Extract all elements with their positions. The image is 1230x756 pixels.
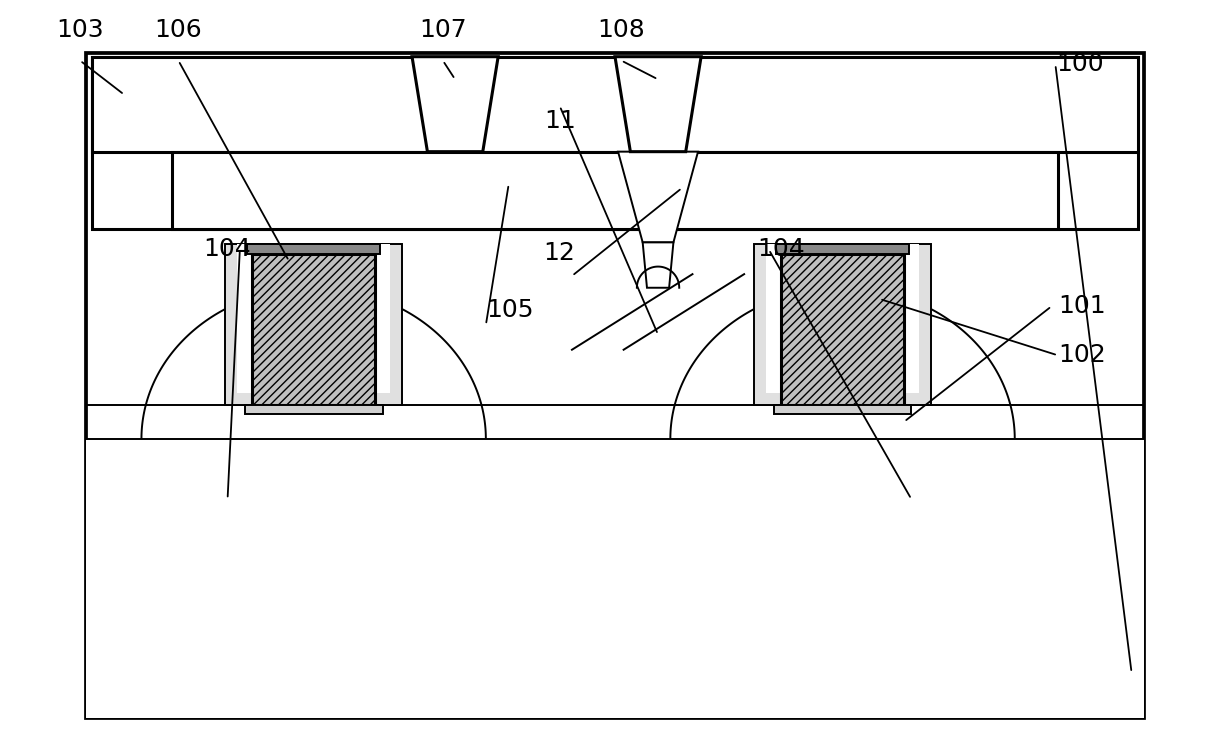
Bar	[92, 57, 1138, 152]
Polygon shape	[670, 287, 1015, 438]
Text: 107: 107	[419, 18, 466, 42]
Text: 104: 104	[204, 237, 251, 262]
Bar	[245, 404, 383, 414]
Text: 105: 105	[487, 298, 534, 322]
Bar	[252, 253, 375, 404]
Bar	[247, 244, 380, 253]
Polygon shape	[619, 152, 699, 243]
Text: 12: 12	[544, 241, 576, 265]
Text: 106: 106	[155, 18, 202, 42]
Text: 100: 100	[1057, 52, 1103, 76]
Bar	[237, 244, 390, 393]
Bar	[781, 253, 904, 404]
Bar	[86, 438, 1144, 718]
Bar	[225, 244, 402, 404]
Bar	[766, 244, 919, 393]
Polygon shape	[615, 57, 701, 152]
Bar	[86, 53, 1144, 718]
Polygon shape	[412, 57, 498, 152]
Polygon shape	[643, 243, 674, 288]
Text: 108: 108	[598, 18, 645, 42]
Text: 102: 102	[1059, 343, 1106, 367]
Bar	[776, 244, 909, 253]
Bar	[754, 244, 931, 404]
Text: 103: 103	[57, 18, 103, 42]
Text: 104: 104	[758, 237, 804, 262]
Bar	[774, 404, 911, 414]
Text: 11: 11	[544, 109, 576, 133]
Text: 101: 101	[1059, 294, 1106, 318]
Polygon shape	[141, 287, 486, 438]
Bar	[172, 152, 1058, 229]
Bar	[92, 57, 1138, 229]
